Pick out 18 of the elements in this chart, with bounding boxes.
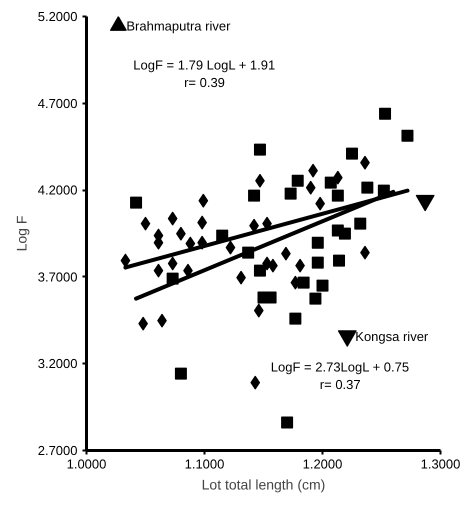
x-tick-label: 1.3000 (420, 456, 460, 472)
x-tick-label: 1.0000 (66, 456, 106, 472)
annotation: LogF = 2.73LogL + 0.75 (270, 360, 410, 375)
x-axis-title: Lot total length (cm) (202, 476, 326, 492)
series-label: Brahmaputra river (126, 18, 232, 34)
y-tick-label: 3.7000 (38, 269, 78, 284)
y-axis-title: Log F (14, 216, 30, 252)
annotation: LogF = 1.79 LogL + 1.91 (133, 58, 276, 73)
y-tick-label: 5.2000 (38, 9, 78, 24)
annotation: r= 0.37 (320, 377, 361, 392)
series-label: Kongsa river (355, 328, 429, 344)
x-tick-label: 1.1000 (184, 456, 224, 472)
y-tick-label: 3.2000 (38, 356, 78, 372)
annotation: r= 0.39 (184, 74, 225, 90)
y-tick-label: 2.7000 (38, 443, 78, 458)
y-tick-label: 4.7000 (38, 96, 78, 111)
x-tick-label: 1.2000 (302, 456, 342, 472)
y-tick-label: 4.2000 (38, 182, 78, 198)
